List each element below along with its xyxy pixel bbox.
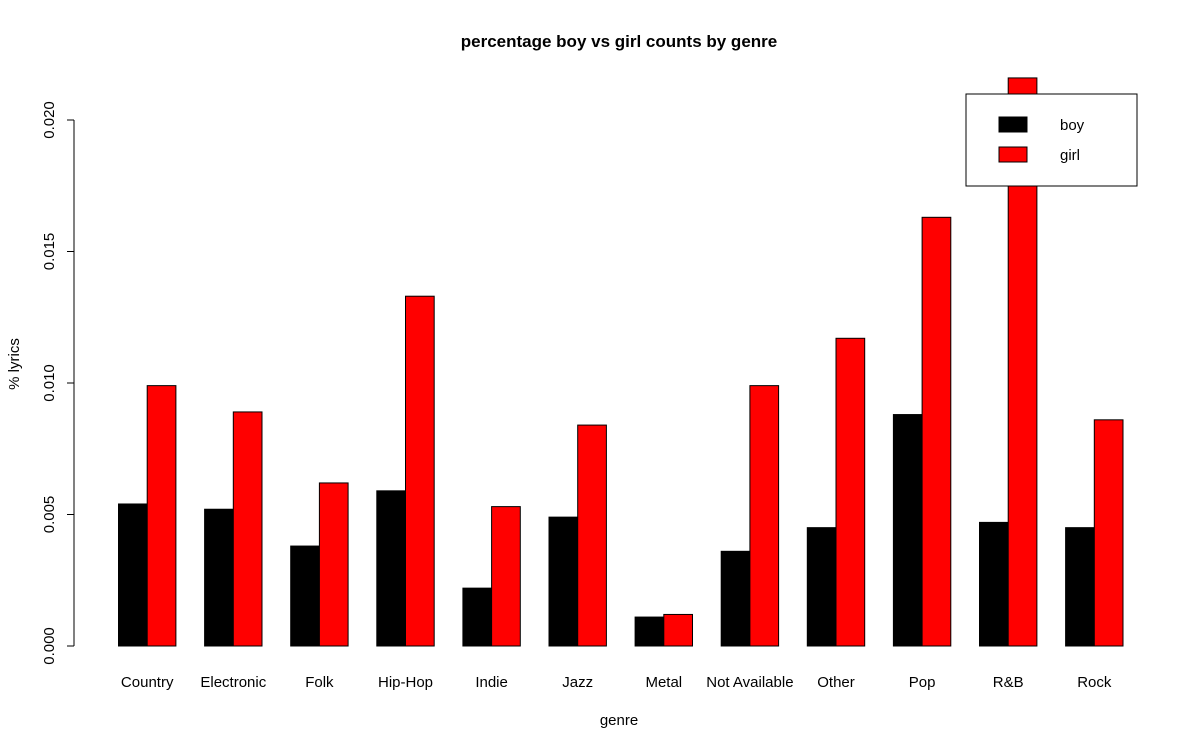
bar-boy bbox=[979, 521, 1009, 647]
category-label: Hip-Hop bbox=[378, 674, 433, 691]
category-label: Electronic bbox=[200, 674, 266, 691]
y-tick-label: 0.015 bbox=[41, 233, 58, 271]
bar-girl bbox=[318, 482, 349, 647]
y-axis-label: % lyrics bbox=[6, 338, 23, 390]
bar-girl bbox=[577, 424, 607, 647]
bar-boy bbox=[118, 503, 148, 647]
y-tick-label: 0.010 bbox=[41, 364, 58, 402]
bar-girl bbox=[921, 216, 952, 647]
y-axis: 0.000 0.005 0.010 0.015 0.020 bbox=[41, 101, 75, 665]
bar-girl bbox=[1093, 419, 1124, 647]
bar-girl bbox=[835, 337, 866, 647]
category-label: Other bbox=[817, 674, 855, 691]
bar-boy bbox=[720, 550, 751, 647]
y-tick-label: 0.005 bbox=[41, 496, 58, 534]
category-label: Pop bbox=[909, 674, 936, 691]
bar-girl bbox=[146, 385, 177, 647]
legend-label-girl: girl bbox=[1060, 147, 1080, 164]
bar-girl bbox=[663, 613, 693, 647]
category-label: Indie bbox=[475, 674, 508, 691]
category-label: Jazz bbox=[562, 674, 593, 691]
legend: boy girl bbox=[965, 93, 1138, 187]
bar-boy bbox=[290, 545, 320, 647]
bar-boy bbox=[634, 616, 665, 647]
category-label: Rock bbox=[1077, 674, 1112, 691]
legend-swatch-boy bbox=[998, 116, 1028, 133]
bar-girl bbox=[232, 411, 263, 647]
bar-boy bbox=[548, 516, 579, 647]
bar-boy bbox=[376, 490, 406, 647]
y-tick-label: 0.000 bbox=[41, 627, 58, 665]
bar-boy bbox=[462, 587, 493, 647]
bar-boy bbox=[892, 414, 923, 647]
legend-label-boy: boy bbox=[1060, 117, 1085, 134]
legend-box bbox=[965, 93, 1138, 187]
category-label: Not Available bbox=[706, 674, 793, 691]
category-label: Metal bbox=[645, 674, 682, 691]
chart-title: percentage boy vs girl counts by genre bbox=[461, 32, 777, 51]
bar-girl bbox=[749, 385, 780, 647]
bar-girl bbox=[491, 506, 521, 647]
category-labels: Country Electronic Folk Hip-Hop Indie Jazz Met… bbox=[121, 674, 1112, 691]
bar-boy bbox=[1065, 527, 1095, 647]
bar-boy bbox=[806, 527, 837, 647]
category-label: Country bbox=[121, 674, 174, 691]
x-axis-label: genre bbox=[600, 712, 638, 729]
bar-girl bbox=[405, 295, 435, 647]
y-tick-label: 0.020 bbox=[41, 101, 58, 139]
legend-swatch-girl bbox=[998, 146, 1028, 163]
category-label: R&B bbox=[993, 674, 1024, 691]
bar-boy bbox=[204, 508, 234, 647]
category-label: Folk bbox=[305, 674, 334, 691]
